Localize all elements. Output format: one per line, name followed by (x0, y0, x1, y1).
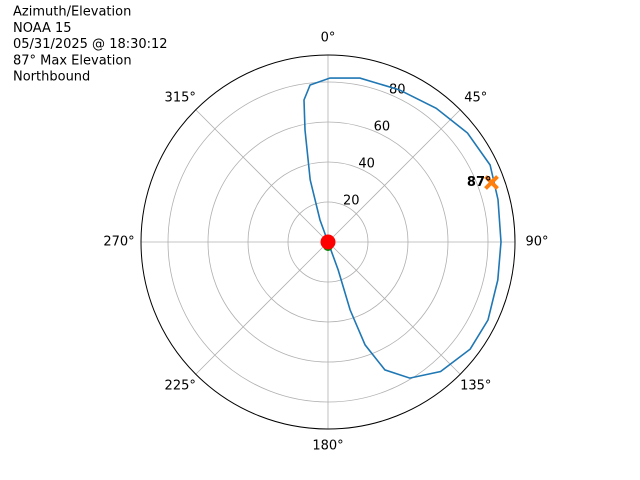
theta-grid-line (327, 109, 461, 243)
title-line: Northbound (13, 70, 90, 85)
polar-frame (140, 54, 516, 430)
title-line: Azimuth/Elevation (13, 5, 131, 20)
theta-tick-label: 45° (464, 90, 487, 105)
r-tick-label: 80 (389, 83, 406, 98)
r-tick-label: 60 (374, 120, 391, 135)
title-line: NOAA 15 (13, 21, 72, 36)
theta-tick-label: 225° (165, 379, 196, 394)
theta-tick-label: 90° (525, 235, 548, 250)
max-marker (484, 175, 499, 190)
theta-grid-line (327, 241, 461, 375)
title-line: 05/31/2025 @ 18:30:12 (13, 37, 168, 52)
theta-grid-line (195, 109, 329, 243)
r-tick-label: 20 (343, 194, 360, 209)
theta-tick-label: 0° (321, 31, 336, 46)
theta-tick-label: 135° (460, 379, 491, 394)
end-marker (320, 234, 336, 250)
theta-tick-label: 180° (312, 439, 343, 454)
title-line: 87° Max Elevation (13, 53, 132, 68)
max-label: 87° (467, 175, 492, 190)
theta-tick-label: 270° (103, 235, 134, 250)
track-line (303, 77, 502, 379)
r-tick-label: 40 (358, 157, 375, 172)
theta-grid-line (195, 241, 329, 375)
theta-tick-label: 315° (165, 90, 196, 105)
